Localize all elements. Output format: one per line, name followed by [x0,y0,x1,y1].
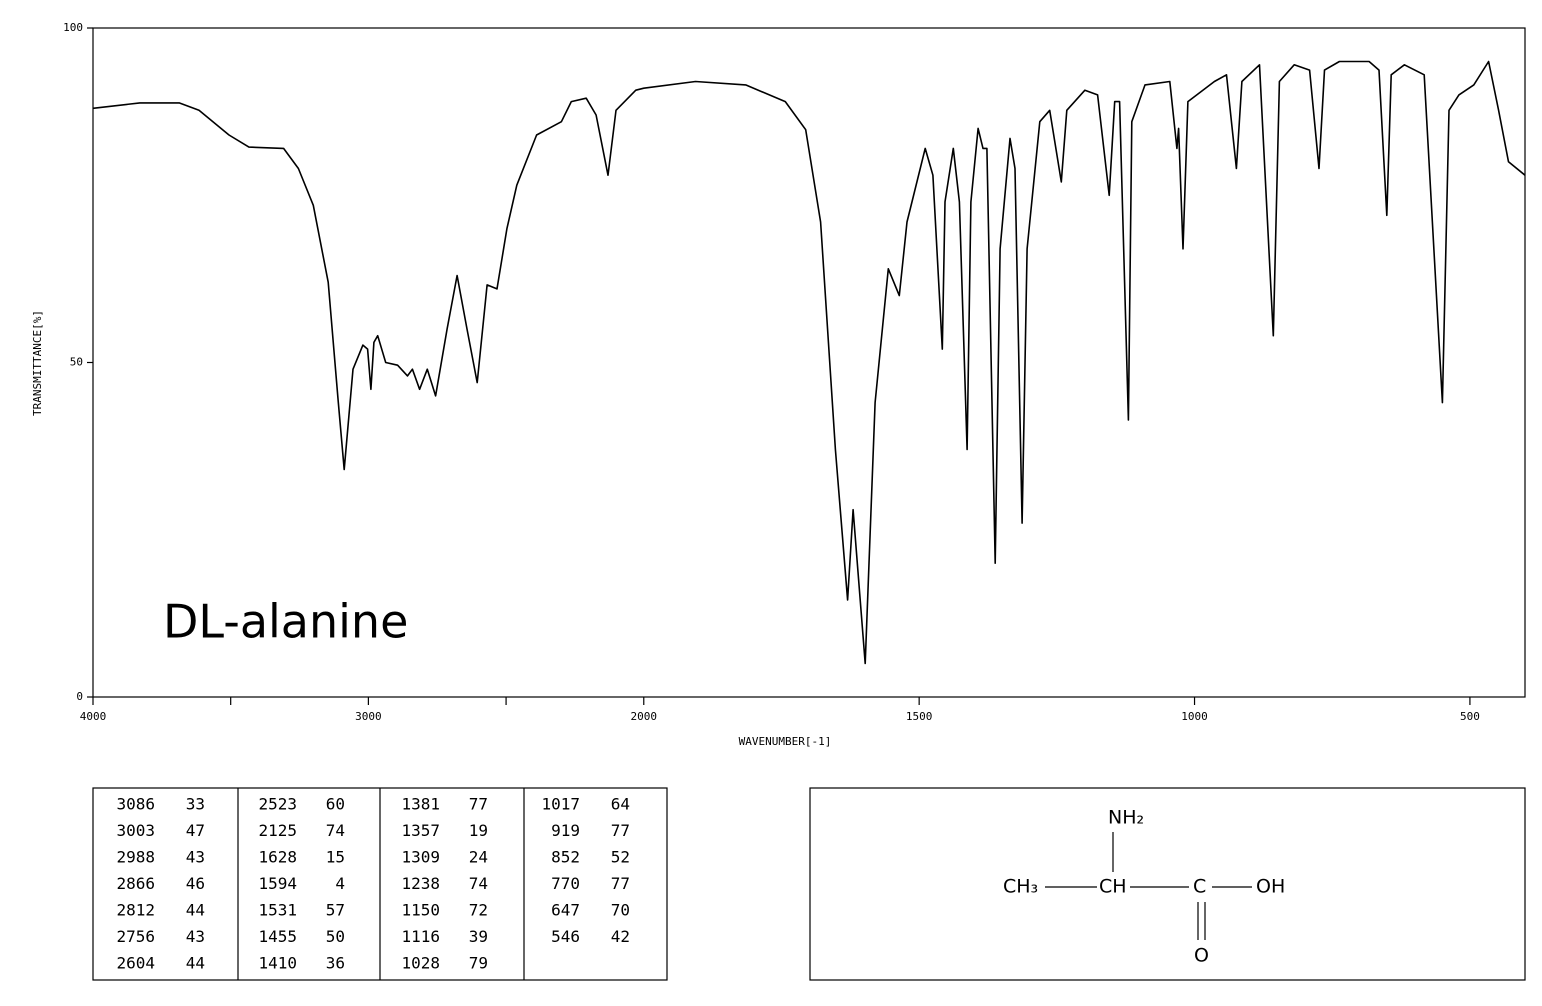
atom-label: C [1193,876,1206,898]
peak-wavenumber: 1531 [258,901,297,920]
peak-wavenumber: 2604 [116,954,155,973]
peak-transmittance: 72 [469,901,488,920]
peak-wavenumber: 647 [551,901,580,920]
peak-transmittance: 60 [326,795,345,814]
peak-transmittance: 4 [335,874,345,893]
x-tick-label: 1000 [1181,710,1208,723]
peak-transmittance: 79 [469,954,488,973]
peak-wavenumber: 1028 [401,954,440,973]
peak-wavenumber: 2125 [258,821,297,840]
x-tick-label: 3000 [355,710,382,723]
y-tick-label: 0 [76,690,83,703]
peak-transmittance: 77 [469,795,488,814]
peak-wavenumber: 1116 [401,927,440,946]
peak-transmittance: 64 [611,795,630,814]
peak-transmittance: 46 [186,874,205,893]
peak-transmittance: 74 [326,821,345,840]
x-tick-label: 2000 [631,710,658,723]
peak-wavenumber: 2866 [116,874,155,893]
atom-label: CH [1099,876,1127,898]
peak-transmittance: 57 [326,901,345,920]
structure: NH₂ CH₃ CH C OH O [809,787,1526,981]
peak-transmittance: 43 [186,848,205,867]
x-tick-label: 4000 [80,710,107,723]
peak-wavenumber: 1410 [258,954,297,973]
peak-wavenumber: 1594 [258,874,297,893]
peak-wavenumber: 2988 [116,848,155,867]
peak-wavenumber: 1309 [401,848,440,867]
peak-transmittance: 43 [186,927,205,946]
atom-label: OH [1256,876,1285,898]
peak-wavenumber: 2812 [116,901,155,920]
peak-transmittance: 33 [186,795,205,814]
peak-transmittance: 77 [611,874,630,893]
peak-wavenumber: 852 [551,848,580,867]
spectrum-line [92,60,1526,665]
peak-transmittance: 24 [469,848,488,867]
atom-label: CH₃ [1003,876,1038,898]
peak-transmittance: 15 [326,848,345,867]
annotation: DL-alanine [163,595,408,649]
x-axis-label: WAVENUMBER[-1] [739,735,832,748]
peak-wavenumber: 770 [551,874,580,893]
peak-transmittance: 42 [611,927,630,946]
peak-wavenumber: 919 [551,821,580,840]
peak-transmittance: 36 [326,954,345,973]
structure-box [809,787,1526,981]
peak-transmittance: 52 [611,848,630,867]
peak-transmittance: 70 [611,901,630,920]
y-tick-label: 50 [70,356,83,369]
peak-transmittance: 44 [186,901,205,920]
peak-wavenumber: 1628 [258,848,297,867]
peak-transmittance: 50 [326,927,345,946]
peak-wavenumber: 1357 [401,821,440,840]
peak-wavenumber: 546 [551,927,580,946]
atom-label: O [1194,945,1209,967]
y-axis-label: TRANSMITTANCE[%] [31,310,44,416]
peak-transmittance: 39 [469,927,488,946]
peak-wavenumber: 1381 [401,795,440,814]
x-tick-label: 1500 [906,710,933,723]
peak-transmittance: 19 [469,821,488,840]
peak-transmittance: 77 [611,821,630,840]
peak-wavenumber: 3003 [116,821,155,840]
peak-wavenumber: 1150 [401,901,440,920]
atom-label: NH₂ [1108,807,1144,829]
peak-transmittance: 74 [469,874,488,893]
peak-wavenumber: 1238 [401,874,440,893]
peak-wavenumber: 1455 [258,927,297,946]
peak-wavenumber: 2523 [258,795,297,814]
peak-transmittance: 44 [186,954,205,973]
peak-wavenumber: 3086 [116,795,155,814]
peak-wavenumber: 2756 [116,927,155,946]
y-tick-label: 100 [63,21,83,34]
peak-wavenumber: 1017 [541,795,580,814]
peak-transmittance: 47 [186,821,205,840]
x-tick-label: 500 [1460,710,1480,723]
